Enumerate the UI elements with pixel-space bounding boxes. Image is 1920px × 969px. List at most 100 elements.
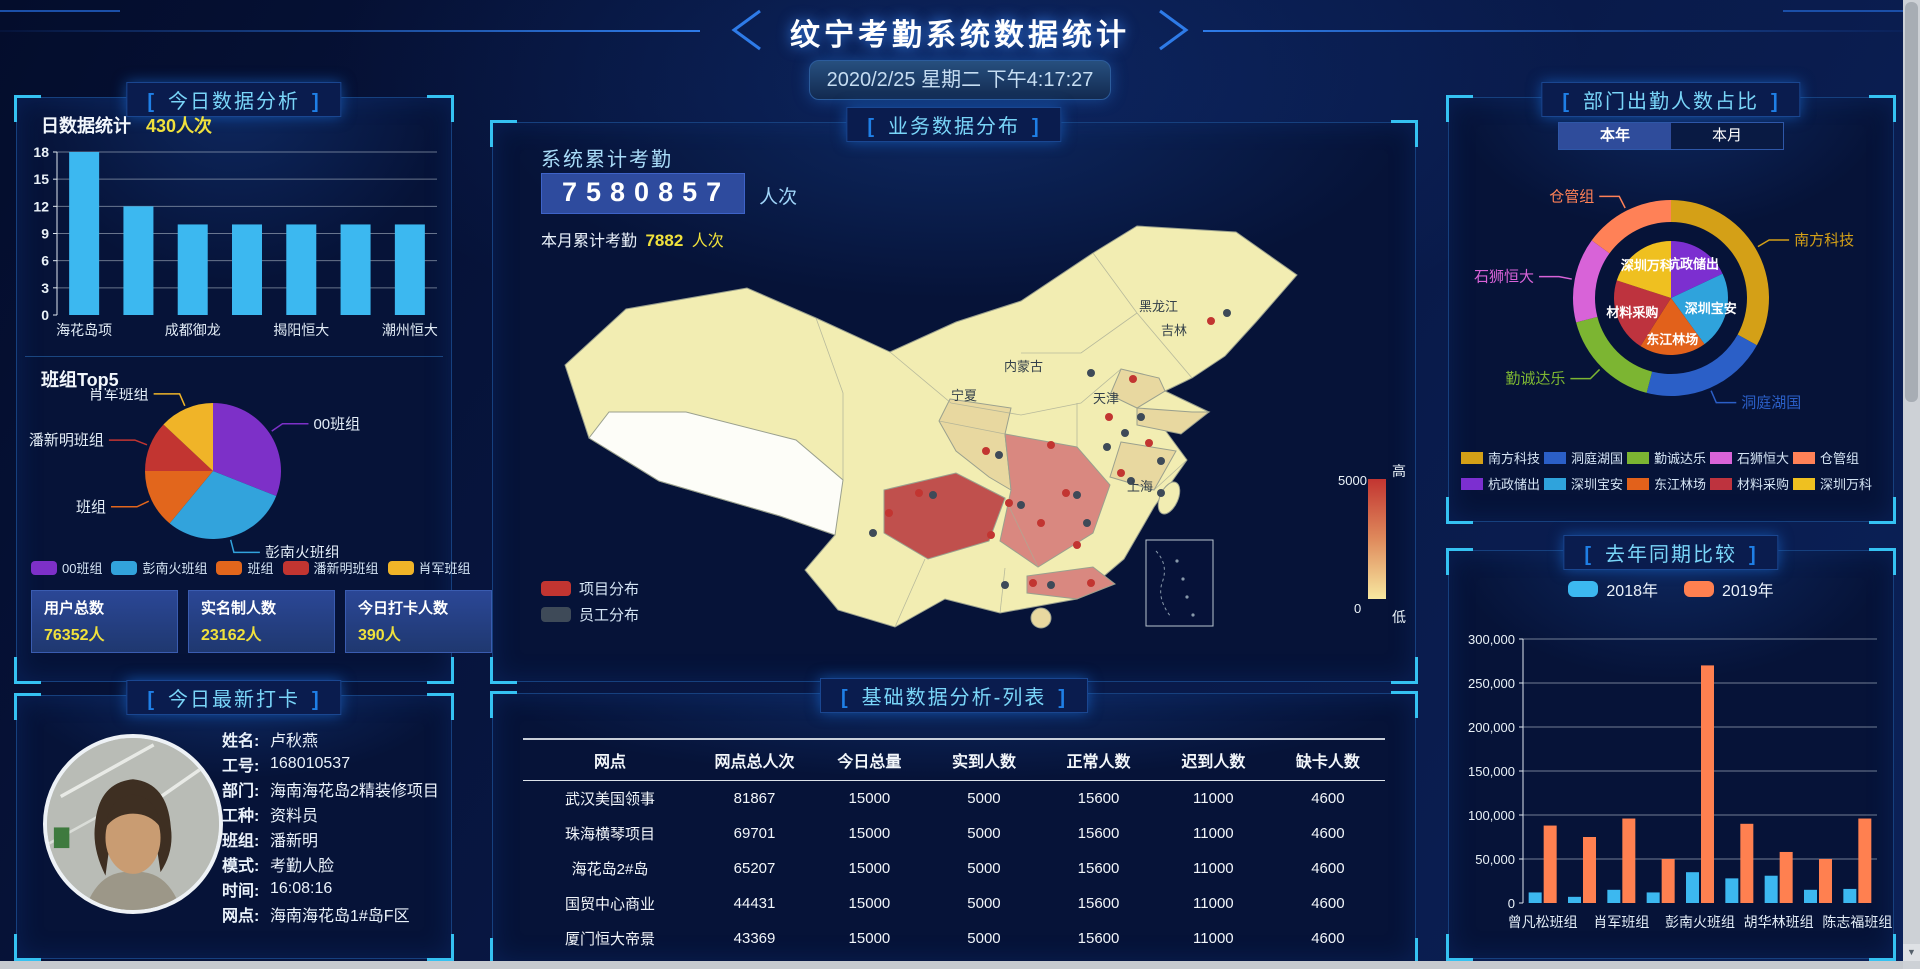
visualmap-max-value: 5000 — [1338, 473, 1367, 488]
checkin-field-label: 姓名: — [222, 732, 260, 750]
legend-item[interactable]: 潘新明班组 — [282, 558, 379, 577]
checkin-field-value: 资料员 — [270, 807, 319, 825]
legend-label: 2018年 — [1606, 583, 1658, 600]
scroll-down-icon[interactable]: ▼ — [1903, 944, 1920, 961]
corner-bracket — [427, 934, 454, 961]
checkin-field-row: 模式: 考勤人脸 — [222, 851, 439, 876]
legend-item[interactable]: 深圳万科 — [1793, 474, 1876, 493]
tab-this-year[interactable]: 本年 — [1559, 123, 1671, 149]
svg-text:洞庭湖国: 洞庭湖国 — [1741, 395, 1801, 412]
svg-text:东江林场: 东江林场 — [1646, 332, 1698, 347]
corner-bracket — [490, 657, 517, 684]
corner-bracket — [1869, 934, 1896, 961]
checkin-field-value: 潘新明 — [270, 832, 319, 850]
legend-item[interactable]: 班组 — [216, 558, 274, 577]
legend-item-2019[interactable]: 2019年 — [1684, 577, 1774, 601]
table-cell: 69701 — [733, 825, 776, 842]
stat-label: 用户总数 — [44, 600, 105, 617]
legend-item[interactable]: 洞庭湖国 — [1544, 448, 1627, 467]
legend-swatch — [282, 560, 309, 575]
checkin-field-label: 时间: — [222, 882, 260, 900]
table-cell: 15000 — [848, 930, 891, 947]
legend-label: 深圳宝安 — [1571, 477, 1624, 492]
table-cell: 5000 — [967, 930, 1001, 947]
svg-text:300,000: 300,000 — [1468, 632, 1515, 647]
svg-text:勤诚达乐: 勤诚达乐 — [1505, 371, 1565, 388]
legend-label: 潘新明班组 — [313, 561, 379, 576]
legend-label: 肖军班组 — [418, 561, 471, 576]
legend-item[interactable]: 项目分布 — [541, 575, 639, 601]
map-legend: 项目分布员工分布 — [541, 575, 639, 627]
corner-bracket — [1446, 548, 1473, 575]
horizontal-scrollbar[interactable] — [0, 961, 1903, 969]
legend-swatch — [1461, 477, 1483, 490]
table-cell: 65207 — [733, 860, 776, 877]
legend-item[interactable]: 00班组 — [31, 558, 102, 577]
panel-business-map: [业务数据分布] — [490, 107, 1418, 684]
legend-item[interactable]: 肖军班组 — [387, 558, 471, 577]
top5-label: 班组Top5 — [41, 370, 119, 390]
legend-item[interactable]: 南方科技 — [1461, 448, 1544, 467]
legend-item[interactable]: 仓管组 — [1793, 448, 1876, 467]
daily-stat-label: 日数据统计 — [41, 116, 131, 136]
table-cell: 5000 — [967, 825, 1001, 842]
legend-item[interactable]: 石狮恒大 — [1710, 448, 1793, 467]
scrollbar-thumb[interactable] — [1905, 2, 1918, 402]
year-compare-chart: 0 50,000 100,000 150,000 200,000 250,000 300,0… — [1468, 632, 1892, 930]
map-inset-nanhai — [1145, 539, 1214, 627]
checkin-field-value: 海南海花岛1#岛F区 — [270, 907, 410, 925]
checkin-field-row: 姓名: 卢秋燕 — [222, 726, 439, 751]
legend-label: 东江林场 — [1654, 477, 1707, 492]
stat-boxes: 用户总数 76352人 实名制人数 23162人 今日打卡人数 390人 — [31, 590, 492, 653]
legend-item[interactable]: 勤诚达乐 — [1627, 448, 1710, 467]
table-cell: 11000 — [1193, 790, 1234, 807]
stat-value: 390人 — [358, 627, 401, 644]
stat-box-today-checkin: 今日打卡人数 390人 — [345, 590, 492, 653]
table-header-cell: 迟到人数 — [1155, 738, 1271, 781]
svg-text:材料采购: 材料采购 — [1606, 305, 1658, 320]
svg-text:仓管组: 仓管组 — [1549, 188, 1594, 205]
legend-label: 杭政储出 — [1488, 477, 1541, 492]
legend-label: 项目分布 — [579, 580, 640, 598]
table-cell: 5000 — [967, 895, 1001, 912]
corner-bracket — [14, 657, 41, 684]
checkin-field-label: 部门: — [222, 782, 260, 800]
visualmap-high-label: 高 — [1392, 463, 1406, 479]
header-edge-line — [0, 10, 120, 12]
corner-bracket — [14, 693, 41, 720]
corner-bracket — [490, 120, 517, 147]
svg-text:6: 6 — [41, 253, 49, 269]
base-data-table: 网点 网点总人次 今日总量 实到人数 正常人数 迟到人数 缺卡人数 武汉美国领事 81867 1… — [523, 738, 1385, 956]
visualmap-low-label: 低 — [1392, 609, 1406, 625]
system-total: 7580857 人次 — [541, 173, 797, 214]
legend-item[interactable]: 深圳宝安 — [1544, 474, 1627, 493]
tab-this-month[interactable]: 本月 — [1671, 123, 1783, 149]
legend-label: 深圳万科 — [1820, 477, 1873, 492]
province-label: 黑龙江 — [1139, 299, 1178, 314]
table-cell: 4600 — [1311, 790, 1345, 807]
vertical-scrollbar[interactable]: ▼ — [1903, 0, 1920, 969]
datetime-display: 2020/2/25 星期二 下午4:17:27 — [809, 60, 1111, 100]
table-cell: 珠海横琴项目 — [565, 826, 656, 843]
svg-text:0: 0 — [41, 307, 49, 323]
legend-item[interactable]: 杭政储出 — [1461, 474, 1544, 493]
checkin-field-label: 工种: — [222, 807, 260, 825]
legend-item[interactable]: 员工分布 — [541, 601, 639, 627]
table-cell: 15000 — [848, 790, 891, 807]
table-cell: 4600 — [1311, 895, 1345, 912]
legend-item[interactable]: 材料采购 — [1710, 474, 1793, 493]
legend-item[interactable]: 东江林场 — [1627, 474, 1710, 493]
month-total-unit: 人次 — [691, 233, 724, 250]
table-cell: 11000 — [1193, 930, 1234, 947]
donut-legend: 南方科技 洞庭湖国 勤诚达乐 石狮恒大 仓管组杭政储出 深圳宝安 东江林场 材料采购 深圳万科 — [1461, 448, 1885, 493]
corner-bracket — [1869, 95, 1896, 122]
province-label: 宁夏 — [951, 388, 977, 403]
legend-swatch — [1710, 451, 1732, 464]
svg-text:潮州恒大: 潮州恒大 — [382, 322, 438, 338]
header-line-left — [0, 30, 700, 32]
legend-item[interactable]: 彭南火班组 — [111, 558, 207, 577]
legend-item-2018[interactable]: 2018年 — [1568, 577, 1658, 601]
checkin-field-value: 168010537 — [270, 754, 351, 772]
panel-title: [部门出勤人数占比] — [1541, 82, 1801, 117]
